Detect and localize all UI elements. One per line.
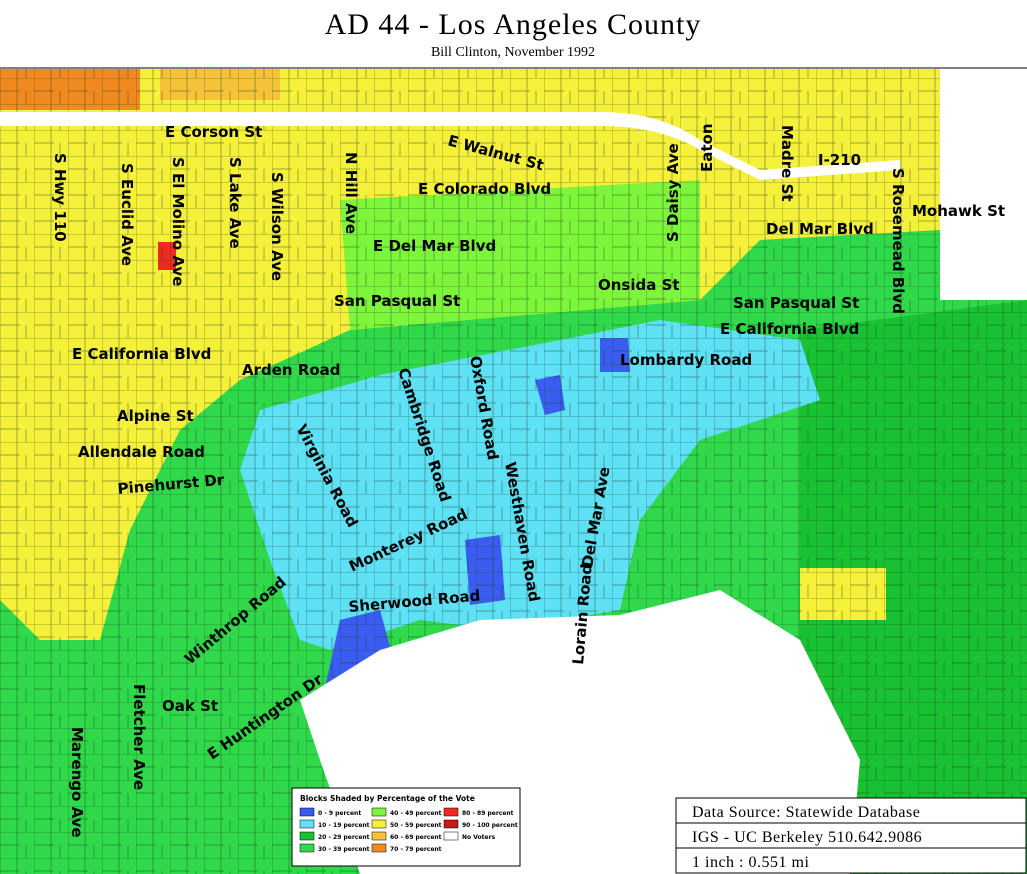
subtitle: Bill Clinton, November 1992: [431, 45, 595, 60]
street-label: E Corson St: [165, 123, 262, 141]
street-label: I-210: [818, 151, 861, 169]
street-label: E Del Mar Blvd: [373, 237, 496, 255]
legend-swatch: [443, 831, 459, 841]
legend-swatch: [371, 843, 387, 853]
street-label: Oak St: [162, 697, 218, 715]
street-label: Onsida St: [598, 276, 680, 294]
street-label: Eaton: [698, 123, 716, 172]
street-label: N Hill Ave: [342, 152, 360, 234]
street-label: S Hwy 110: [51, 153, 69, 242]
street-label: Fletcher Ave: [130, 684, 148, 790]
legend-label: 90 - 100 percent: [462, 822, 518, 829]
area-outside: [940, 69, 1027, 300]
source-box: Data Source: Statewide Database IGS - UC …: [675, 797, 1027, 874]
legend-label: 10 - 19 percent: [318, 822, 370, 829]
freeway: [0, 112, 900, 180]
street-label: San Pasqual St: [334, 292, 460, 310]
legend-label: No Voters: [462, 834, 496, 841]
source-line: IGS - UC Berkeley 510.642.9086: [692, 829, 922, 846]
source-frame: [675, 797, 1027, 874]
street-label: Madre St: [778, 125, 796, 202]
street-label: San Pasqual St: [733, 294, 859, 312]
street-label: S Rosemead Blvd: [889, 168, 907, 314]
legend-swatch: [371, 831, 387, 841]
legend-swatch: [299, 843, 315, 853]
street-label: S Lake Ave: [226, 157, 244, 249]
source-line: Data Source: Statewide Database: [692, 804, 920, 821]
legend-label: 0 - 9 percent: [318, 810, 361, 817]
legend-swatch: [443, 819, 459, 829]
legend-swatch: [299, 831, 315, 841]
legend-label: 20 - 29 percent: [318, 834, 370, 841]
legend-title: Blocks Shaded by Percentage of the Vote: [300, 794, 475, 803]
legend-swatch: [443, 807, 459, 817]
legend: Blocks Shaded by Percentage of the Vote …: [291, 787, 521, 867]
street-label: Mohawk St: [912, 202, 1005, 220]
legend-swatch: [299, 819, 315, 829]
street-label: Del Mar Blvd: [766, 220, 874, 238]
street-label: Arden Road: [242, 361, 341, 379]
street-label: S Euclid Ave: [118, 163, 136, 266]
street-label: S Wilson Ave: [268, 172, 286, 281]
street-label: Lombardy Road: [620, 351, 752, 369]
street-label: E Colorado Blvd: [418, 180, 551, 198]
street-label: Alpine St: [117, 407, 194, 425]
legend-swatch: [299, 807, 315, 817]
street-label: Marengo Ave: [68, 727, 86, 838]
map-shading: [0, 69, 1027, 874]
legend-label: 70 - 79 percent: [390, 846, 442, 853]
street-label: Allendale Road: [78, 443, 205, 461]
legend-label: 40 - 49 percent: [390, 810, 442, 817]
street-label: S Daisy Ave: [664, 143, 682, 242]
legend-swatch: [371, 819, 387, 829]
street-label: S El Molino Ave: [169, 157, 187, 286]
legend-label: 30 - 39 percent: [318, 846, 370, 853]
legend-swatch: [371, 807, 387, 817]
title: AD 44 - Los Angeles County: [325, 8, 702, 41]
street-label: E California Blvd: [72, 345, 211, 363]
legend-box: [291, 787, 521, 867]
legend-label: 80 - 89 percent: [462, 810, 514, 817]
street-label: E California Blvd: [720, 320, 859, 338]
legend-label: 60 - 69 percent: [390, 834, 442, 841]
legend-label: 50 - 59 percent: [390, 822, 442, 829]
source-line: 1 inch : 0.551 mi: [692, 854, 809, 871]
